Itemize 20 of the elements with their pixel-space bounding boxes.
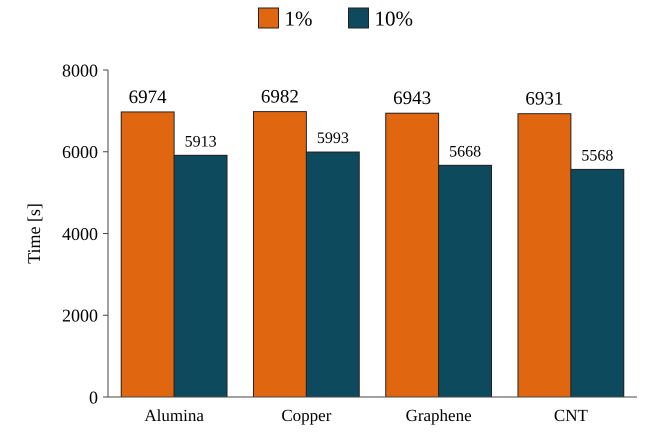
data-label: 6974	[128, 86, 168, 108]
data-label: 5913	[184, 133, 217, 150]
legend-label: 10%	[374, 6, 413, 30]
data-label: 5568	[581, 147, 614, 164]
y-tick-label: 2000	[62, 306, 98, 326]
data-label: 5668	[449, 143, 482, 160]
y-tick-label: 8000	[62, 60, 98, 80]
data-label: 6982	[260, 86, 299, 108]
y-tick-label: 4000	[62, 224, 98, 244]
x-tick-label: Copper	[281, 406, 332, 425]
x-tick-label: CNT	[554, 406, 588, 425]
y-tick-label: 0	[89, 387, 98, 408]
y-tick-label: 6000	[62, 142, 98, 162]
y-axis-title: Time [s]	[24, 203, 44, 264]
data-label: 6931	[525, 88, 564, 110]
x-tick-label: Alumina	[144, 406, 204, 425]
legend-label: 1%	[284, 6, 312, 30]
x-tick-label: Graphene	[406, 406, 472, 425]
data-label: 6943	[393, 88, 432, 110]
data-label: 5993	[316, 130, 349, 148]
